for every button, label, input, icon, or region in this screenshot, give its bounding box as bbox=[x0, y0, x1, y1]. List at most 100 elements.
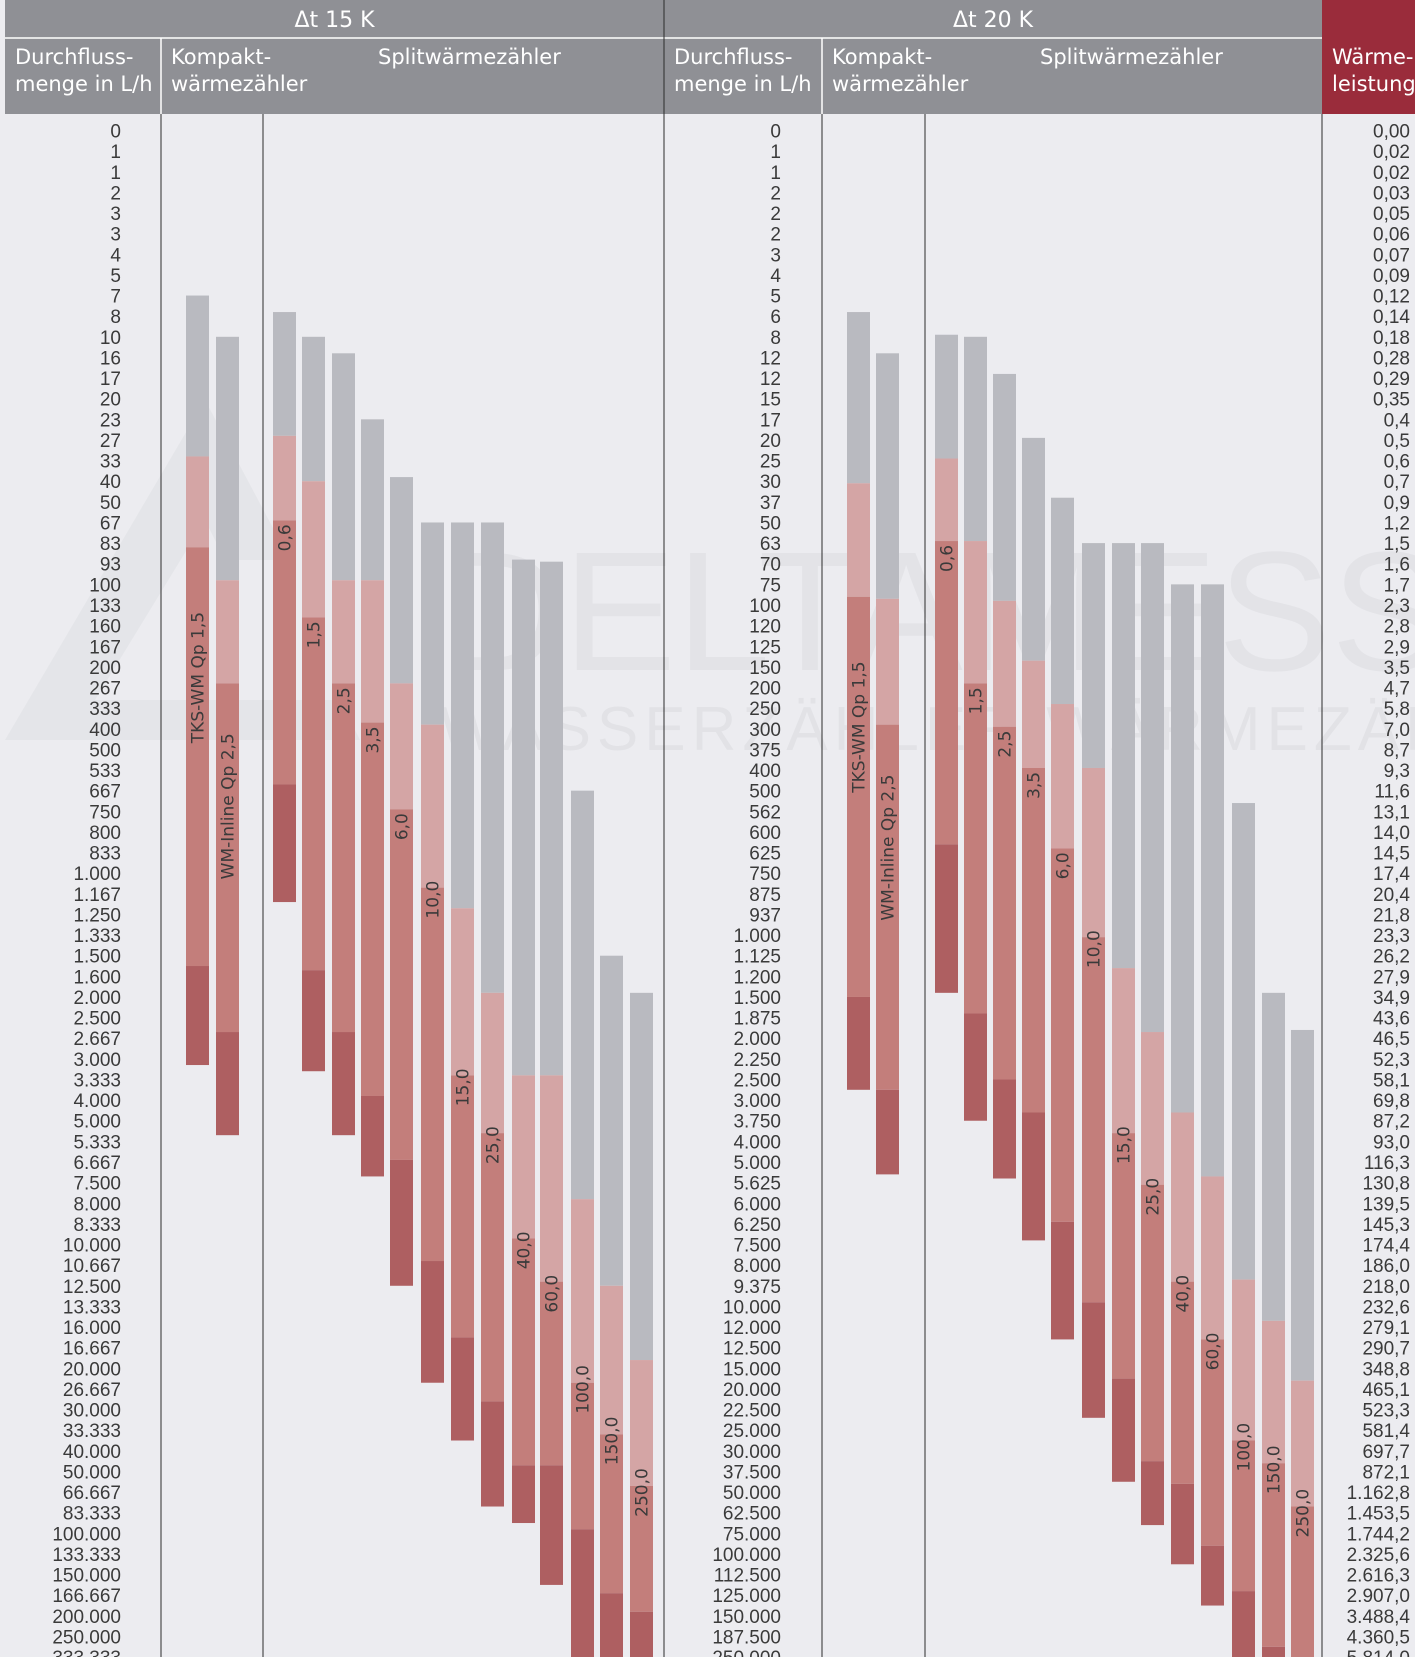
flow-value: 3 bbox=[110, 204, 121, 225]
flow-value: 125 bbox=[749, 637, 781, 658]
split-bar-segment bbox=[512, 1238, 535, 1466]
split-bar-segment bbox=[1201, 584, 1224, 1177]
flow-value: 12.000 bbox=[723, 1318, 781, 1339]
split-bar-segment bbox=[630, 1611, 653, 1657]
flow-value: 150 bbox=[749, 658, 781, 679]
compact-bar-label: TKS-WM Qp 1,5 bbox=[189, 612, 209, 744]
flow-value: 3.333 bbox=[73, 1070, 121, 1091]
split-bar-label: 250,0 bbox=[633, 1468, 653, 1517]
flow-value: 2 bbox=[110, 183, 121, 204]
split-bar-label: 0,6 bbox=[276, 524, 296, 551]
compact-header-line2: wärmezähler bbox=[171, 72, 308, 96]
flow-value: 133.333 bbox=[52, 1545, 121, 1566]
flow-value: 20.000 bbox=[723, 1380, 781, 1401]
flow-value: 300 bbox=[749, 720, 781, 741]
power-value: 14,5 bbox=[1373, 844, 1410, 865]
flow-value: 83 bbox=[100, 534, 121, 555]
split-bar-label: 2,5 bbox=[996, 731, 1016, 758]
flow-value: 5 bbox=[770, 287, 781, 308]
split-bar-segment bbox=[273, 520, 296, 785]
power-value: 8,7 bbox=[1384, 740, 1410, 761]
flow-value: 5.000 bbox=[73, 1112, 121, 1133]
flow-value: 1.600 bbox=[73, 967, 121, 988]
flow-value: 50 bbox=[760, 513, 781, 534]
flow-value: 400 bbox=[749, 761, 781, 782]
split-bar-segment bbox=[935, 458, 958, 542]
flow-value: 30.000 bbox=[723, 1442, 781, 1463]
split-bar-label: 100,0 bbox=[1235, 1423, 1255, 1472]
power-value: 5.814,0 bbox=[1347, 1648, 1410, 1657]
flow-value: 100.000 bbox=[52, 1524, 121, 1545]
split-bar-segment bbox=[273, 312, 296, 436]
split-bar-label: 6,0 bbox=[393, 813, 413, 840]
split-bar-segment bbox=[600, 1285, 623, 1435]
split-bar-segment bbox=[630, 1485, 653, 1612]
split-header: Splitwärmezähler bbox=[1040, 45, 1223, 69]
split-bar-segment bbox=[993, 373, 1016, 601]
flow-value: 150.000 bbox=[712, 1607, 781, 1628]
power-value: 1.744,2 bbox=[1347, 1524, 1410, 1545]
split-bar-segment bbox=[571, 1199, 594, 1383]
flow-value: 4 bbox=[110, 245, 121, 266]
split-bar-segment bbox=[421, 887, 444, 1262]
flow-value: 125.000 bbox=[712, 1586, 781, 1607]
flow-value: 1.500 bbox=[733, 988, 781, 1009]
flow-value: 1.125 bbox=[733, 947, 781, 968]
compact-bar-label: TKS-WM Qp 1,5 bbox=[850, 661, 870, 793]
power-value: 0,09 bbox=[1373, 266, 1410, 287]
flow-value: 166.667 bbox=[52, 1586, 121, 1607]
flow-value: 3.750 bbox=[733, 1112, 781, 1133]
split-bar-segment bbox=[451, 1075, 474, 1338]
split-bar-label: 100,0 bbox=[574, 1365, 594, 1414]
split-bar-segment bbox=[1082, 1302, 1105, 1418]
flow-value: 33 bbox=[100, 452, 121, 473]
power-value: 1,2 bbox=[1384, 513, 1410, 534]
split-bar-segment bbox=[1022, 767, 1045, 1113]
flow-value: 2.250 bbox=[733, 1050, 781, 1071]
flow-value: 100.000 bbox=[712, 1545, 781, 1566]
power-value: 348,8 bbox=[1362, 1359, 1410, 1380]
flow-value: 20 bbox=[100, 390, 121, 411]
split-bar-segment bbox=[630, 992, 653, 1361]
flow-value: 100 bbox=[749, 596, 781, 617]
power-value: 1,5 bbox=[1384, 534, 1410, 555]
split-bar-segment bbox=[1291, 1506, 1314, 1657]
flow-value: 400 bbox=[89, 720, 121, 741]
power-value: 2,8 bbox=[1384, 617, 1410, 638]
power-value: 872,1 bbox=[1362, 1462, 1410, 1483]
compact-bar-segment bbox=[216, 1032, 239, 1136]
split-bar-segment bbox=[1232, 803, 1255, 1280]
split-bar-segment bbox=[1051, 497, 1074, 705]
flow-value: 6 bbox=[770, 307, 781, 328]
flow-value: 13.333 bbox=[63, 1297, 121, 1318]
flow-value: 30.000 bbox=[63, 1401, 121, 1422]
flow-value: 25 bbox=[760, 452, 781, 473]
split-bar-segment bbox=[1141, 1032, 1164, 1185]
flow-value: 5 bbox=[110, 266, 121, 287]
flow-value: 12.500 bbox=[723, 1339, 781, 1360]
compact-bar-label: WM-Inline Qp 2,5 bbox=[219, 733, 239, 879]
flow-value: 4 bbox=[770, 266, 781, 287]
compact-bar-segment bbox=[186, 456, 209, 548]
flow-value: 1 bbox=[110, 142, 121, 163]
group-column-header-band bbox=[5, 38, 664, 114]
flow-value: 1.167 bbox=[73, 885, 121, 906]
compact-bar-segment bbox=[216, 336, 239, 581]
split-bar-segment bbox=[512, 1075, 535, 1239]
power-value: 2,3 bbox=[1384, 596, 1410, 617]
split-bar-label: 1,5 bbox=[967, 687, 987, 714]
flow-value: 5.000 bbox=[733, 1153, 781, 1174]
flow-header-line1: Durchfluss- bbox=[15, 45, 134, 69]
split-bar-segment bbox=[1201, 1339, 1224, 1546]
power-value: 0,5 bbox=[1384, 431, 1410, 452]
split-bar-label: 25,0 bbox=[1144, 1178, 1164, 1216]
power-value: 0,02 bbox=[1373, 142, 1410, 163]
power-value: 465,1 bbox=[1362, 1380, 1410, 1401]
split-bar-segment bbox=[390, 477, 413, 684]
split-bar-segment bbox=[1082, 543, 1105, 768]
watermark-tagline: WASSERZÄHLER WÄRMEZÄHLER bbox=[440, 695, 1420, 764]
split-bar-segment bbox=[361, 580, 384, 723]
flow-value: 5.333 bbox=[73, 1132, 121, 1153]
split-bar-label: 60,0 bbox=[1204, 1333, 1224, 1371]
power-value: 523,3 bbox=[1362, 1401, 1410, 1422]
